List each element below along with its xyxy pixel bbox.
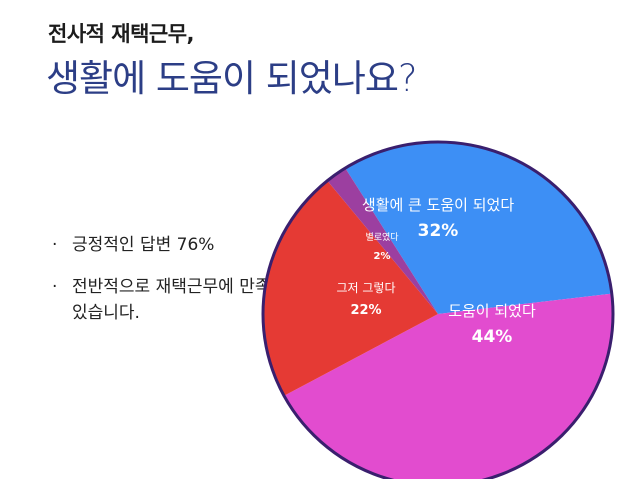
bullet-item: · 전반적으로 재택근무에 만족하고 있습니다.: [52, 274, 302, 326]
bullet-item: · 긍정적인 답변 76%: [52, 232, 302, 258]
slice-value-label: 22%: [350, 303, 381, 318]
slice-value-label: 32%: [418, 221, 459, 241]
pie-border: [261, 140, 615, 479]
bullet-marker: ·: [52, 235, 58, 255]
bullet-list: · 긍정적인 답변 76% · 전반적으로 재택근무에 만족하고 있습니다.: [52, 232, 302, 342]
pie-slice: [345, 142, 612, 314]
slice-label: 생활에 큰 도움이 되었다: [362, 196, 515, 214]
title-line2: 생활에 도움이 되었나요?: [46, 57, 418, 100]
bullet-text: 긍정적인 답변 76%: [72, 235, 215, 255]
bullet-marker: ·: [52, 277, 58, 297]
pie-slice: [327, 168, 438, 314]
pie-slice: [284, 293, 613, 479]
pie-slice: [262, 180, 438, 396]
slice-label: 그저 그렇다: [336, 280, 395, 295]
slice-value-label: 2%: [374, 251, 391, 262]
slice-label: 별로였다: [365, 232, 399, 243]
slice-value-label: 44%: [472, 327, 513, 347]
bullet-text: 전반적으로 재택근무에 만족하고 있습니다.: [72, 277, 302, 323]
slice-label: 도움이 되었다: [448, 302, 536, 320]
title-line1: 전사적 재택근무,: [48, 22, 195, 46]
